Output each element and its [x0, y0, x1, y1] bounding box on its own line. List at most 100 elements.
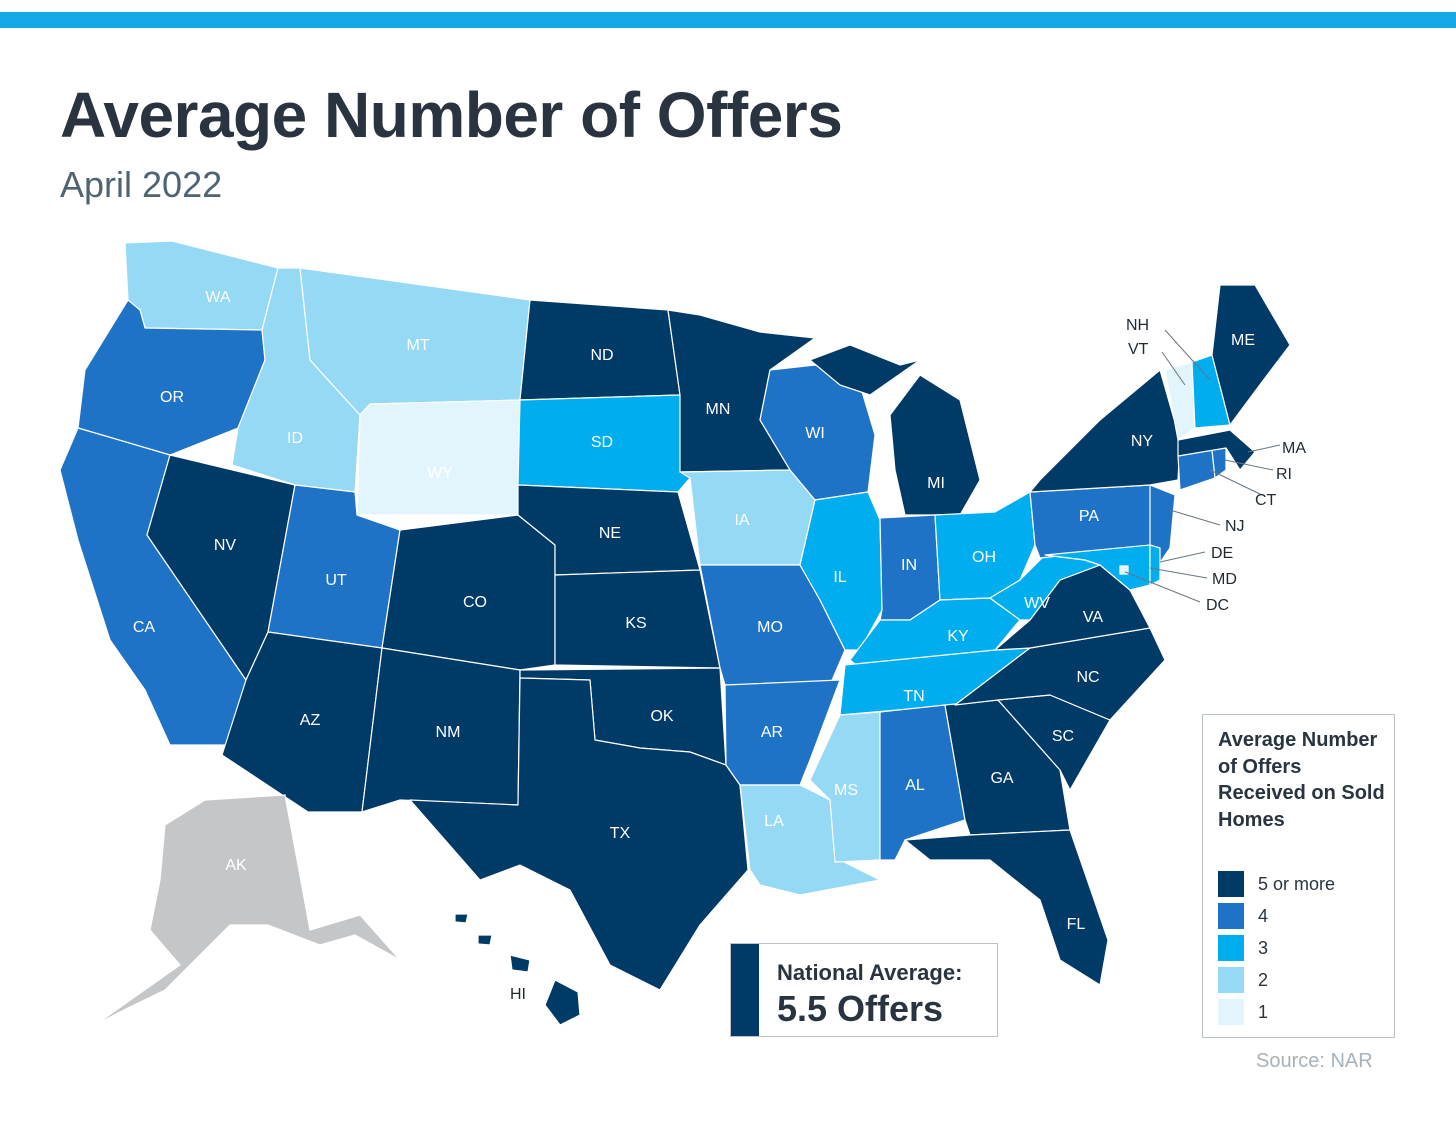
state-MI-UP: [809, 344, 921, 396]
label-MO: MO: [757, 619, 783, 636]
legend-label: 3: [1258, 937, 1269, 958]
label-KS: KS: [625, 615, 646, 632]
exterior-labels: NH VT MA RI CT NJ DE MD DC HI: [510, 317, 1306, 1003]
state-RI: [1211, 447, 1227, 479]
state-MI: [889, 374, 981, 516]
legend-item: 5 or more: [1218, 871, 1335, 897]
legend-item: 2: [1218, 967, 1268, 993]
state-HI-maui: [509, 954, 531, 973]
label-IN: IN: [901, 557, 917, 574]
state-WY: [356, 399, 521, 516]
source-note: Source: NAR: [1256, 1050, 1373, 1072]
label-AR: AR: [761, 724, 783, 741]
label-TN: TN: [903, 688, 924, 705]
label-MS: MS: [834, 782, 858, 799]
state-HI-big: [544, 979, 581, 1026]
label-LA: LA: [764, 813, 784, 830]
state-HI-kauai: [454, 913, 469, 924]
label-NH: NH: [1126, 317, 1149, 334]
legend-swatch: [1218, 903, 1244, 929]
label-CT: CT: [1255, 492, 1277, 509]
legend-swatch: [1218, 999, 1244, 1025]
label-ND: ND: [590, 347, 613, 364]
legend-label: 2: [1258, 969, 1269, 990]
label-SD: SD: [591, 434, 613, 451]
state-CO: [381, 514, 556, 671]
legend-swatch: [1218, 967, 1244, 993]
legend-label: 1: [1258, 1001, 1269, 1022]
label-MA: MA: [1282, 440, 1306, 457]
label-RI: RI: [1276, 466, 1292, 483]
label-NE: NE: [599, 525, 621, 542]
label-WV: WV: [1024, 595, 1050, 612]
state-FL: [904, 829, 1109, 986]
map-title: Average Number of Offers: [60, 79, 843, 151]
legend-label: 5 or more: [1258, 873, 1336, 894]
label-OR: OR: [160, 389, 184, 406]
label-AZ: AZ: [300, 712, 321, 729]
legend-item: 1: [1218, 999, 1268, 1025]
label-NC: NC: [1076, 669, 1099, 686]
label-WY: WY: [427, 465, 453, 482]
state-AK: [94, 794, 401, 1026]
label-MI: MI: [927, 475, 945, 492]
national-average-box: National Average: 5.5 Offers: [730, 943, 998, 1037]
legend-title: Average Number of Offers Received on Sol…: [1218, 729, 1385, 831]
label-MN: MN: [706, 401, 731, 418]
national-average-label: National Average:: [777, 960, 963, 985]
state-HI-oahu: [477, 934, 493, 946]
state-labels: WA OR CA NV ID MT WY UT AZ CO NM ND SD N…: [133, 289, 1255, 933]
label-DE: DE: [1211, 545, 1233, 562]
label-AL: AL: [905, 777, 925, 794]
legend-label: 4: [1258, 905, 1269, 926]
state-DE: [1149, 544, 1161, 586]
legend-box: Average Number of Offers Received on Sol…: [1202, 714, 1395, 1038]
label-MT: MT: [406, 337, 429, 354]
label-WA: WA: [205, 289, 231, 306]
state-WA: [124, 240, 279, 331]
label-VA: VA: [1083, 609, 1103, 626]
callout-lines: [1124, 329, 1281, 603]
state-CT: [1177, 449, 1216, 491]
legend-swatch: [1218, 935, 1244, 961]
label-AK: AK: [225, 857, 247, 874]
national-average-value: 5.5 Offers: [777, 988, 944, 1029]
label-NJ: NJ: [1225, 518, 1245, 535]
state-ME: [1211, 284, 1291, 426]
label-MD: MD: [1212, 571, 1237, 588]
label-UT: UT: [325, 572, 347, 589]
label-TX: TX: [610, 825, 631, 842]
label-IA: IA: [734, 512, 749, 529]
label-PA: PA: [1079, 508, 1099, 525]
label-CA: CA: [133, 619, 156, 636]
label-WI: WI: [805, 425, 825, 442]
label-VT: VT: [1128, 341, 1149, 358]
label-CO: CO: [463, 594, 487, 611]
national-average-accent: [731, 944, 759, 1036]
legend-item: 4: [1218, 903, 1268, 929]
label-OK: OK: [650, 708, 673, 725]
label-SC: SC: [1052, 728, 1074, 745]
label-NY: NY: [1131, 433, 1154, 450]
label-GA: GA: [990, 770, 1013, 787]
legend-item: 3: [1218, 935, 1268, 961]
legend-swatch: [1218, 871, 1244, 897]
label-IL: IL: [833, 569, 846, 586]
label-KY: KY: [947, 628, 969, 645]
label-FL: FL: [1067, 916, 1086, 933]
state-NY: [1029, 369, 1181, 493]
label-DC: DC: [1206, 597, 1229, 614]
label-ID: ID: [287, 430, 303, 447]
top-accent-bar: [0, 12, 1456, 28]
label-ME: ME: [1231, 332, 1255, 349]
state-MA: [1177, 429, 1256, 471]
label-OH: OH: [972, 549, 996, 566]
state-SD: [517, 394, 691, 493]
label-NM: NM: [436, 724, 461, 741]
map-subtitle: April 2022: [60, 164, 223, 205]
label-HI: HI: [510, 986, 526, 1003]
state-TX: [409, 677, 749, 991]
state-LA: [739, 784, 881, 896]
label-NV: NV: [214, 537, 237, 554]
